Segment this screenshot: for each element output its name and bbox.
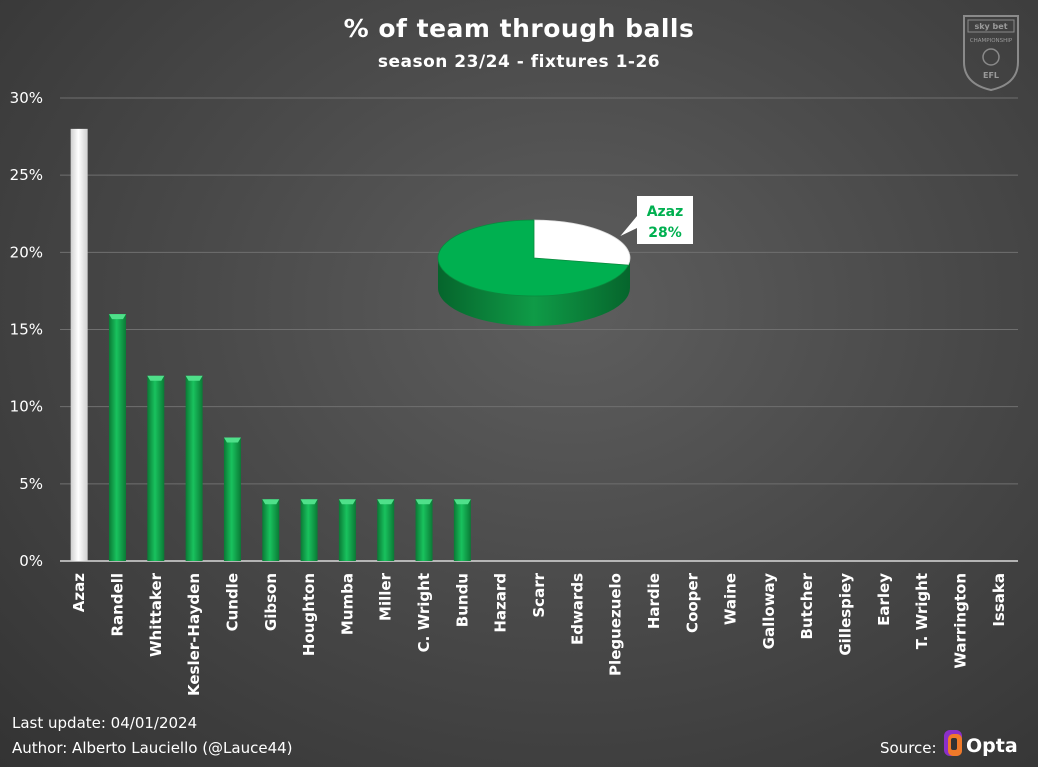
bar-gibson (262, 499, 280, 561)
bar-bundu (453, 499, 471, 561)
x-tick-label: C. Wright (415, 573, 433, 652)
x-tick-label: Azaz (70, 573, 88, 612)
bar-azaz (70, 128, 88, 561)
x-tick-label: Earley (875, 573, 893, 626)
bar-bevel (108, 314, 126, 320)
bar-randell (108, 314, 126, 561)
x-tick-label: Cooper (683, 572, 701, 633)
pie-chart: Azaz 28% (437, 196, 693, 326)
x-tick-label: Waine (722, 573, 740, 625)
x-axis-labels: Azaz Randell Whittaker Kesler-Hayden Cundle G… (70, 572, 1008, 696)
bar-kesler-hayden (185, 375, 203, 561)
callout-box (637, 196, 693, 244)
author-text: Author: Alberto Lauciello (@Lauce44) (12, 739, 293, 757)
y-tick-label: 30% (10, 89, 43, 107)
pie-slice-azaz (533, 219, 631, 266)
y-tick-label: 20% (10, 243, 43, 261)
bar-bevel (147, 375, 165, 381)
callout-name: Azaz (647, 204, 684, 220)
callout-pointer (620, 216, 637, 236)
x-tick-label: Pleguezuelo (607, 573, 625, 676)
chart-subtitle: season 23/24 - fixtures 1-26 (377, 52, 661, 72)
bar-bevel (415, 499, 433, 505)
x-tick-label: Kesler-Hayden (185, 573, 203, 696)
bar-cundle (223, 437, 241, 561)
opta-logo: Opta (942, 726, 1030, 762)
x-tick-label: Bundu (453, 573, 471, 627)
y-axis-ticks: 0% 5% 10% 15% 20% 25% 30% (10, 89, 43, 570)
y-tick-label: 25% (10, 166, 43, 184)
bar-bevel (338, 499, 356, 505)
y-tick-label: 10% (10, 398, 43, 416)
y-tick-label: 15% (10, 321, 43, 339)
source-label: Source: (880, 739, 937, 757)
opta-wordmark: Opta (966, 735, 1018, 757)
bar-bevel (300, 499, 318, 505)
chart-title: % of team through balls (343, 14, 695, 43)
bar-bevel (185, 375, 203, 381)
x-tick-label: Randell (108, 573, 126, 637)
badge-competition: CHAMPIONSHIP (970, 38, 1013, 44)
bar-mumba (338, 499, 356, 561)
bar-bevel (262, 499, 280, 505)
x-tick-label: Whittaker (147, 572, 165, 657)
x-tick-label: Cundle (223, 573, 241, 631)
bar-miller (377, 499, 395, 561)
x-tick-label: Warrington (952, 573, 970, 669)
y-tick-label: 0% (19, 552, 43, 570)
efl-championship-logo: sky bet CHAMPIONSHIP EFL (960, 12, 1022, 92)
x-tick-label: Galloway (760, 573, 778, 650)
x-tick-label: Mumba (338, 573, 356, 635)
x-tick-label: Houghton (300, 573, 318, 656)
badge-brand: sky bet (974, 22, 1007, 31)
x-tick-label: Butcher (798, 572, 816, 639)
bar-bevel (377, 499, 395, 505)
pie-slice-others (437, 219, 629, 297)
x-tick-label: Scarr (530, 572, 548, 617)
last-update-text: Last update: 04/01/2024 (12, 714, 198, 732)
y-tick-label: 5% (19, 475, 43, 493)
x-tick-label: Hazard (492, 573, 510, 633)
callout-value: 28% (648, 225, 682, 241)
x-tick-label: Hardie (645, 573, 663, 629)
x-tick-label: Issaka (990, 573, 1008, 627)
bar-bevel (453, 499, 471, 505)
bar-c-wright (415, 499, 433, 561)
x-tick-label: Miller (377, 572, 395, 621)
bar-houghton (300, 499, 318, 561)
x-tick-label: Gillespiey (837, 573, 855, 656)
bar-bevel (223, 437, 241, 443)
bars (70, 128, 471, 561)
badge-league: EFL (983, 71, 999, 80)
x-tick-label: Edwards (568, 573, 586, 645)
grid-lines (60, 97, 1018, 562)
pie-side (438, 258, 630, 326)
x-tick-label: T. Wright (913, 573, 931, 649)
bar-whittaker (147, 375, 165, 561)
x-tick-label: Gibson (262, 573, 280, 631)
